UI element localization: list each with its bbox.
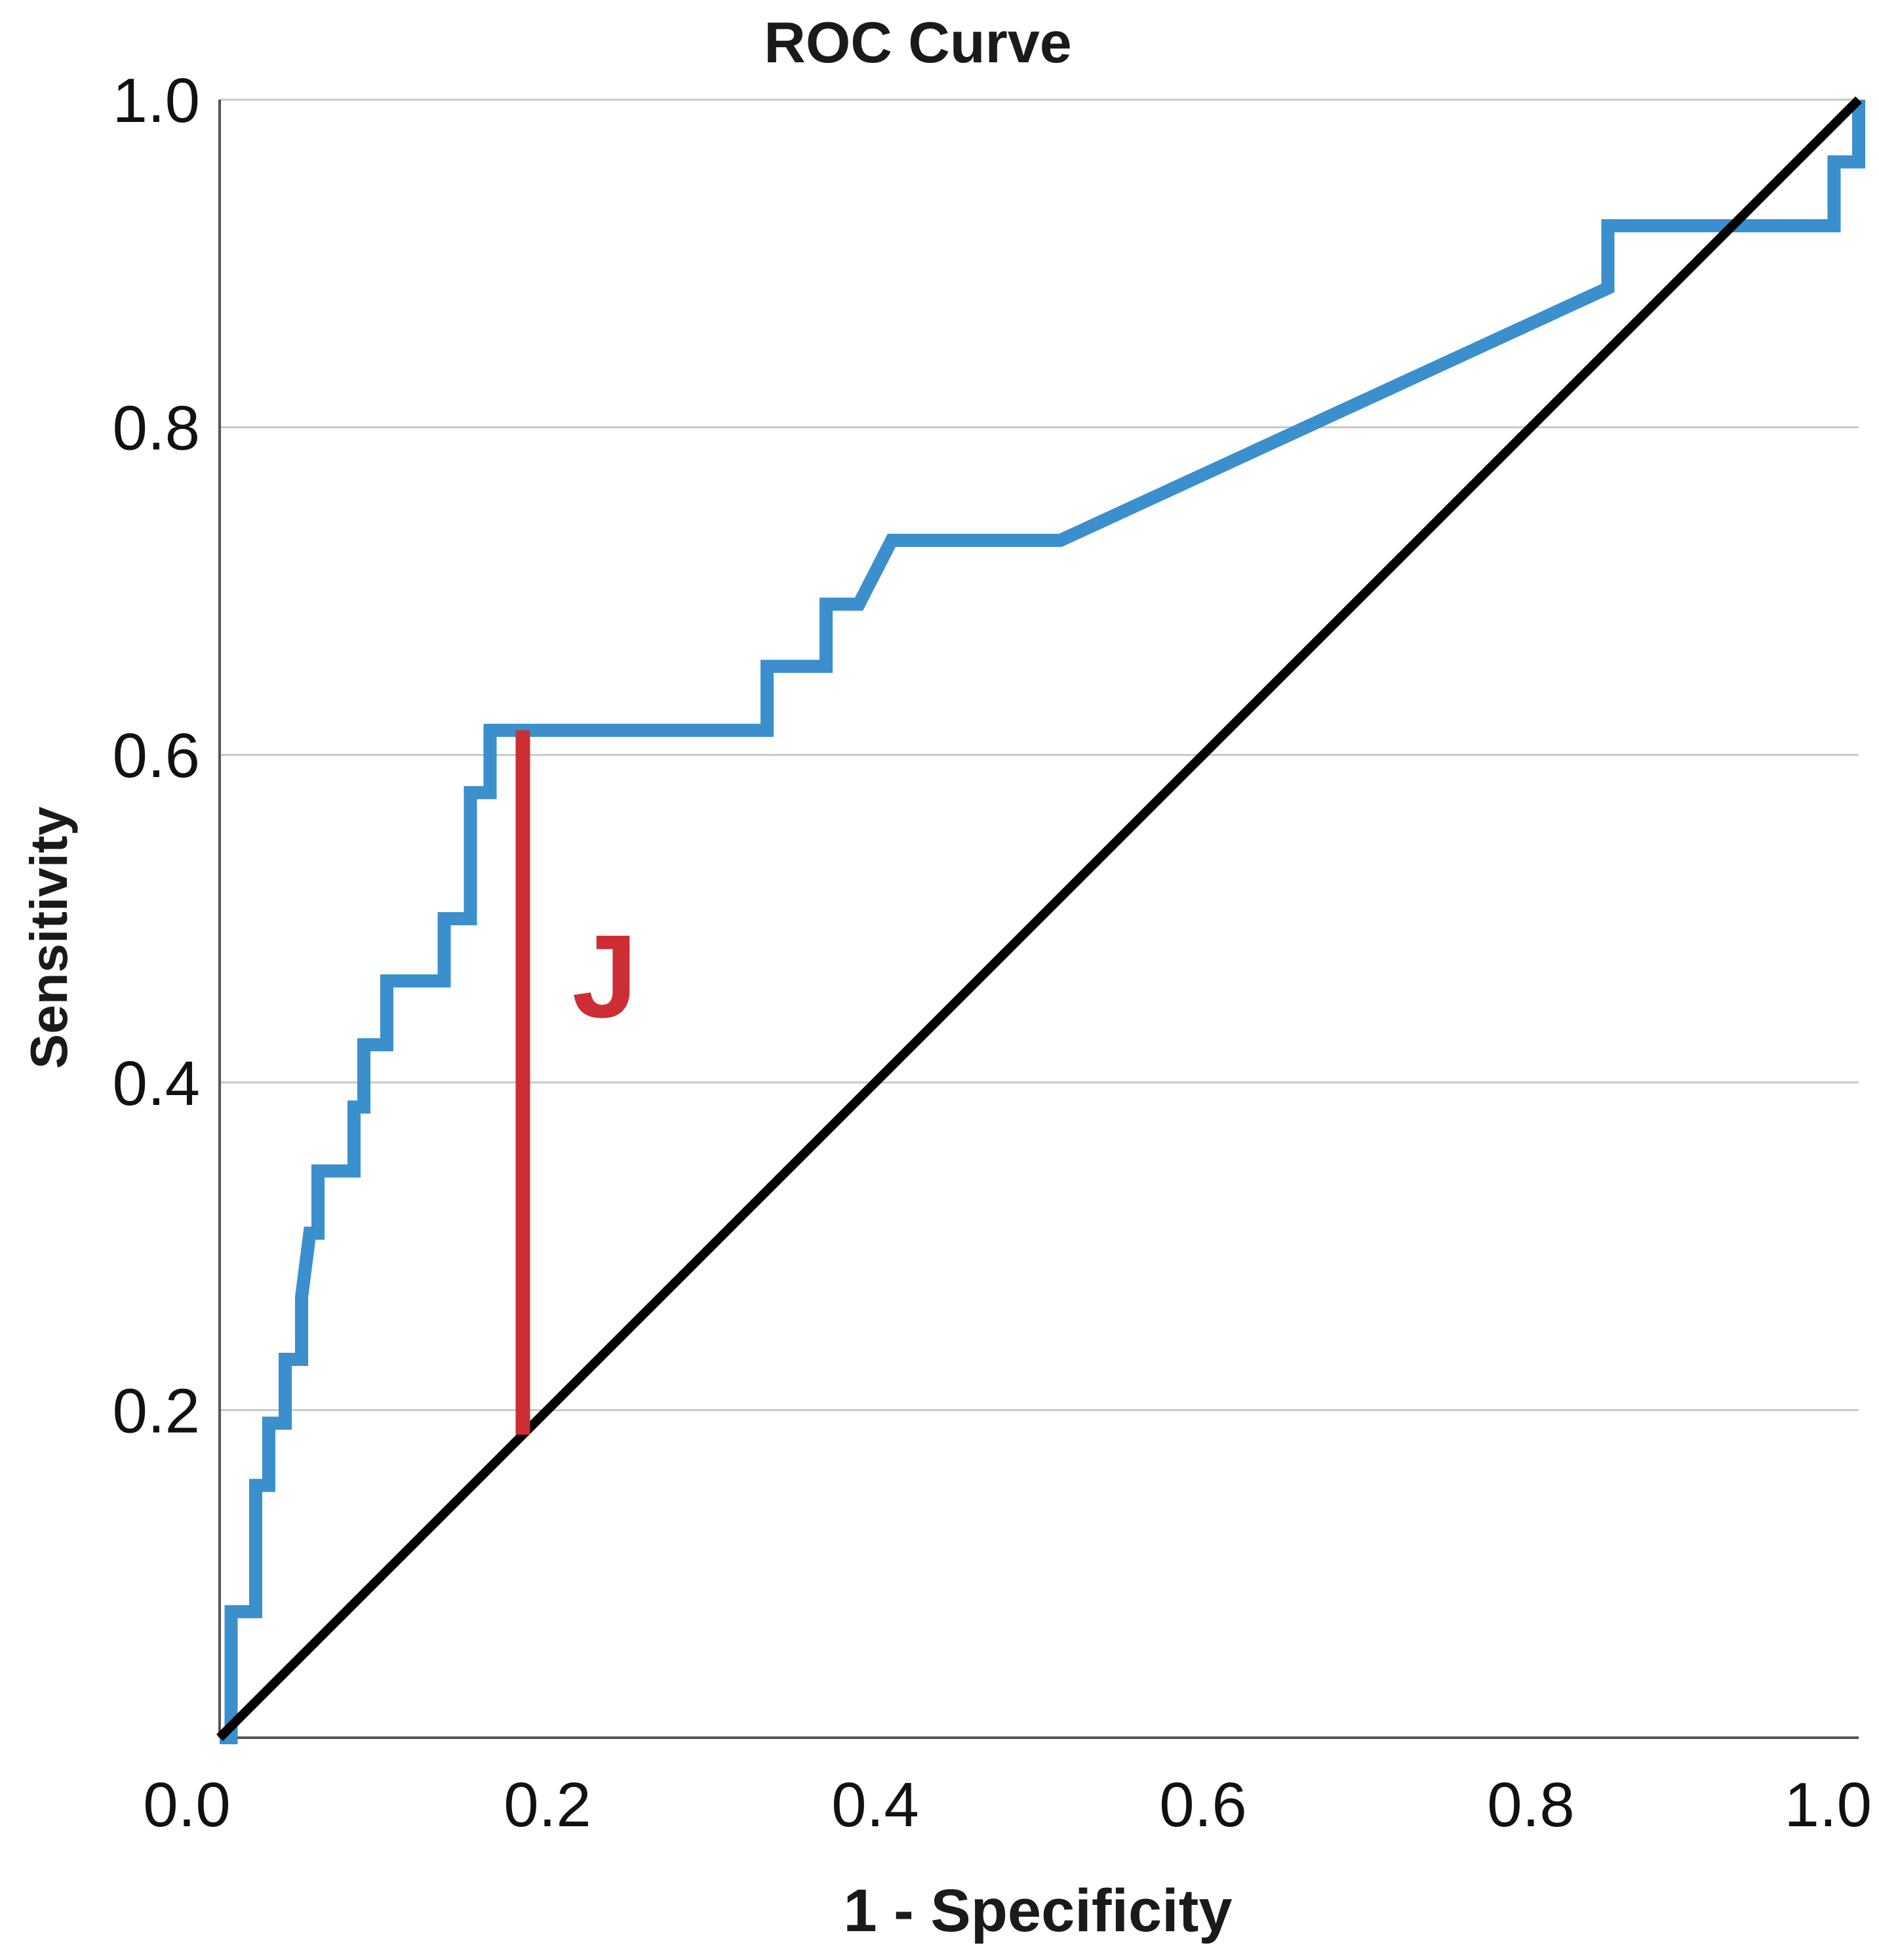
- x-tick-label-3: 0.6: [1159, 1770, 1246, 1840]
- y-tick-label-0: 0.2: [113, 1376, 200, 1446]
- y-axis-label: Sensitivity: [20, 806, 78, 1069]
- x-tick-label-1: 0.2: [504, 1770, 591, 1840]
- youden-j-label: J: [572, 911, 638, 1043]
- chart-title: ROC Curve: [764, 10, 1071, 75]
- x-axis-label: 1 - Specificity: [843, 1877, 1232, 1944]
- axes: [218, 100, 1859, 1739]
- y-tick-label-1: 0.4: [113, 1049, 200, 1119]
- x-tick-label-0: 0.0: [143, 1770, 230, 1840]
- annotations: J: [515, 730, 638, 1435]
- roc-curve-line: [220, 100, 1865, 1744]
- x-tick-label-4: 0.8: [1487, 1770, 1574, 1840]
- x-tick-label-5: 1.0: [1785, 1770, 1872, 1840]
- y-tick-label-4: 1.0: [113, 66, 200, 136]
- grid-lines: [220, 98, 1859, 1411]
- tick-labels: 0.0 0.2 0.4 0.6 0.8 1.0 0.2 0.4 0.6 0.8 1.0: [113, 66, 1872, 1840]
- reference-diagonal-line: [216, 96, 1862, 1741]
- y-tick-label-2: 0.6: [113, 721, 200, 791]
- y-tick-label-3: 0.8: [113, 393, 200, 464]
- x-tick-label-2: 0.4: [831, 1770, 919, 1840]
- series-lines: [216, 96, 1865, 1744]
